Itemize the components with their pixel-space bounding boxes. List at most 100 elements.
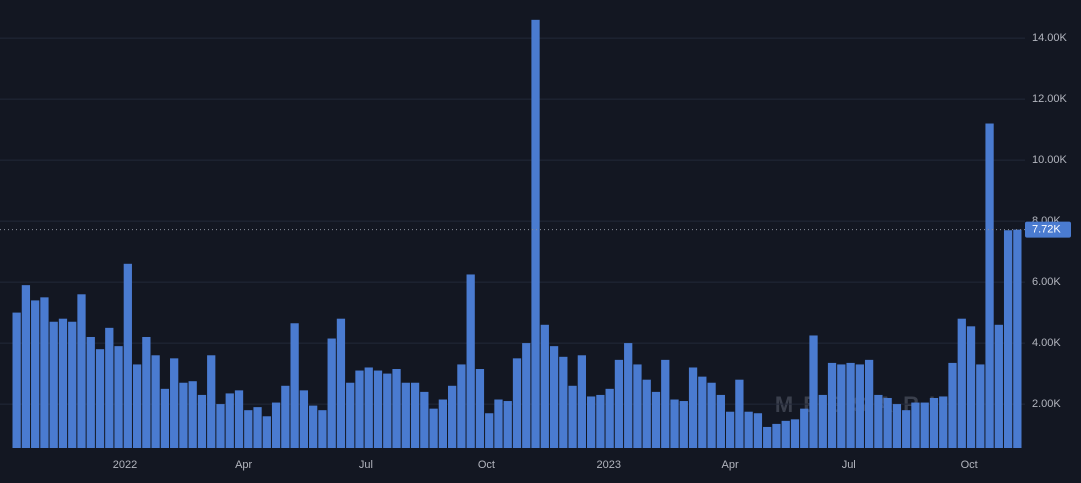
bar xyxy=(123,263,132,448)
bar xyxy=(179,382,188,448)
bar xyxy=(549,346,559,448)
bar xyxy=(800,408,809,448)
bar xyxy=(633,364,642,448)
bar xyxy=(318,410,327,448)
bar xyxy=(948,362,957,448)
y-tick-label: 10.00K xyxy=(1032,154,1068,166)
bar xyxy=(77,294,86,448)
bar xyxy=(132,364,142,448)
bar xyxy=(373,370,383,448)
y-tick-label: 6.00K xyxy=(1032,276,1061,288)
bar xyxy=(244,410,253,448)
bar xyxy=(234,390,244,448)
bar xyxy=(262,416,271,448)
bar xyxy=(95,349,105,448)
y-tick-label: 4.00K xyxy=(1032,337,1061,349)
bar xyxy=(429,408,438,448)
bar xyxy=(494,399,503,448)
bar xyxy=(846,362,855,448)
bar xyxy=(281,385,290,448)
bar xyxy=(605,388,614,448)
bar xyxy=(31,300,40,448)
bar xyxy=(114,346,123,448)
bar xyxy=(197,394,207,448)
bar xyxy=(327,338,336,448)
bar xyxy=(744,411,753,448)
bar xyxy=(688,367,698,448)
bar xyxy=(753,413,763,448)
bar xyxy=(818,394,827,448)
bar xyxy=(68,321,77,448)
bar xyxy=(902,410,911,448)
x-tick-label: 2022 xyxy=(113,459,137,471)
bar xyxy=(49,321,58,448)
bar xyxy=(336,318,346,448)
bar xyxy=(1003,230,1013,448)
bar xyxy=(624,343,633,448)
bar xyxy=(540,324,549,448)
bar xyxy=(679,401,688,448)
y-tick-label: 2.00K xyxy=(1032,398,1061,410)
bar xyxy=(207,355,216,448)
bar xyxy=(309,405,318,448)
bar xyxy=(531,19,540,449)
bar xyxy=(809,335,818,448)
bar xyxy=(939,396,948,448)
bar xyxy=(994,324,1003,448)
bar xyxy=(670,399,679,448)
bar xyxy=(1013,229,1022,448)
bar xyxy=(864,359,874,448)
bar xyxy=(58,318,68,448)
x-tick-label: Oct xyxy=(478,459,495,471)
bar xyxy=(225,393,234,448)
bar xyxy=(420,391,429,448)
bar xyxy=(466,274,475,448)
bar xyxy=(725,411,735,448)
last-value-badge xyxy=(1025,221,1071,238)
bar xyxy=(957,318,966,448)
bar xyxy=(707,382,716,448)
x-tick-label: Oct xyxy=(961,459,978,471)
bar xyxy=(586,396,596,448)
bar xyxy=(698,376,707,448)
bar xyxy=(448,385,457,448)
bar xyxy=(21,285,31,448)
bar xyxy=(559,356,568,448)
bar xyxy=(790,419,800,448)
bar xyxy=(874,394,883,448)
y-tick-label: 12.00K xyxy=(1032,93,1068,105)
bar xyxy=(568,385,577,448)
bar xyxy=(985,123,994,448)
bar xyxy=(299,390,309,448)
bar xyxy=(271,402,281,448)
bar xyxy=(614,359,624,448)
x-tick-label: 2023 xyxy=(596,459,620,471)
bar xyxy=(410,382,420,448)
last-value-label: 7.72K xyxy=(1032,224,1061,236)
bar xyxy=(920,402,929,448)
x-tick-label: Jul xyxy=(359,459,373,471)
x-tick-label: Apr xyxy=(722,459,739,471)
bar xyxy=(772,423,781,448)
bar xyxy=(855,364,864,448)
bar xyxy=(976,364,985,448)
bar xyxy=(929,397,939,448)
bar xyxy=(485,413,494,448)
bar xyxy=(661,359,670,448)
bar xyxy=(12,312,21,448)
bar xyxy=(355,370,364,448)
bar xyxy=(401,382,410,448)
bar xyxy=(763,426,772,448)
bar xyxy=(188,381,197,448)
x-tick-label: Apr xyxy=(235,459,252,471)
x-tick-label: Jul xyxy=(842,459,856,471)
bar xyxy=(346,382,355,448)
bar xyxy=(827,362,837,448)
bar xyxy=(105,327,114,448)
bar xyxy=(160,388,170,448)
bar xyxy=(383,373,392,448)
bar xyxy=(216,404,225,448)
bar xyxy=(40,297,49,448)
